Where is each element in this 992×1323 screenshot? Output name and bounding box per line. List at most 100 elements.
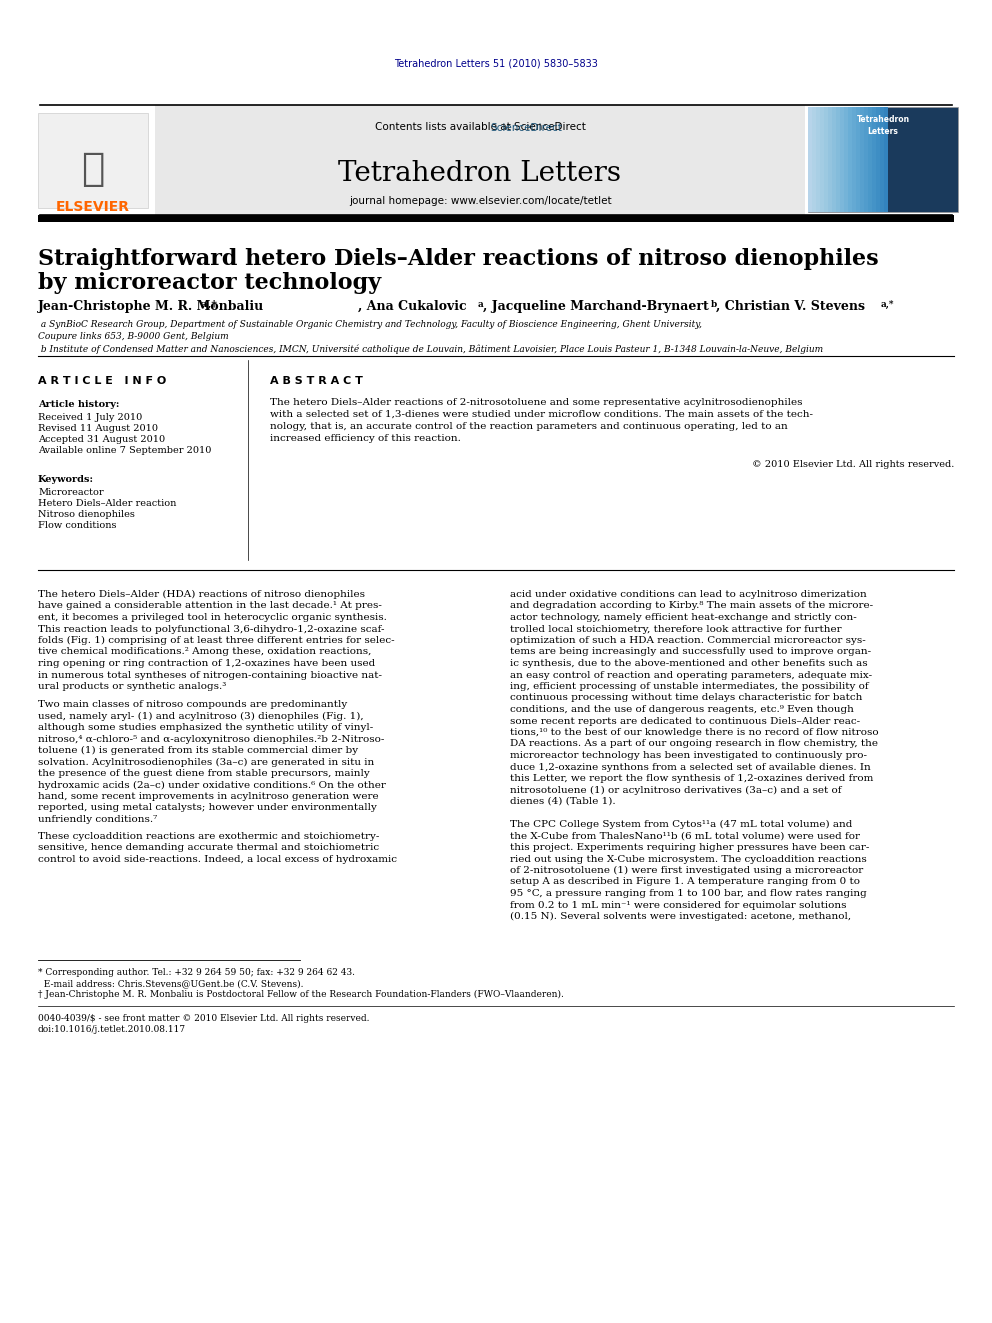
Bar (844, 107, 848, 212)
Text: A B S T R A C T: A B S T R A C T (270, 376, 363, 386)
Text: nitroso,⁴ α-chloro-⁵ and α-acyloxynitroso dienophiles.²b 2-Nitroso-: nitroso,⁴ α-chloro-⁵ and α-acyloxynitros… (38, 734, 384, 744)
Text: Nitroso dienophiles: Nitroso dienophiles (38, 509, 135, 519)
Text: control to avoid side-reactions. Indeed, a local excess of hydroxamic: control to avoid side-reactions. Indeed,… (38, 855, 397, 864)
Bar (808, 107, 958, 212)
Bar (38, 112, 148, 208)
Text: solvation. Acylnitrosodienophiles (3a–c) are generated in situ in: solvation. Acylnitrosodienophiles (3a–c)… (38, 758, 374, 766)
Text: unfriendly conditions.⁷: unfriendly conditions.⁷ (38, 815, 158, 824)
Text: The hetero Diels–Alder reactions of 2-nitrosotoluene and some representative acy: The hetero Diels–Alder reactions of 2-ni… (270, 398, 803, 407)
Text: journal homepage: www.elsevier.com/locate/tetlet: journal homepage: www.elsevier.com/locat… (348, 196, 611, 206)
Text: Flow conditions: Flow conditions (38, 521, 116, 531)
Bar (860, 107, 864, 212)
Text: 95 °C, a pressure ranging from 1 to 100 bar, and flow rates ranging: 95 °C, a pressure ranging from 1 to 100 … (510, 889, 867, 898)
Text: The hetero Diels–Alder (HDA) reactions of nitroso dienophiles: The hetero Diels–Alder (HDA) reactions o… (38, 590, 365, 599)
Bar (872, 107, 876, 212)
Text: this Letter, we report the flow synthesis of 1,2-oxazines derived from: this Letter, we report the flow synthesi… (510, 774, 873, 783)
Text: optimization of such a HDA reaction. Commercial microreactor sys-: optimization of such a HDA reaction. Com… (510, 636, 866, 646)
Text: , Jacqueline Marchand-Brynaert: , Jacqueline Marchand-Brynaert (483, 300, 708, 314)
Text: Two main classes of nitroso compounds are predominantly: Two main classes of nitroso compounds ar… (38, 700, 347, 709)
Text: microreactor technology has been investigated to continuously pro-: microreactor technology has been investi… (510, 751, 867, 759)
Text: although some studies emphasized the synthetic utility of vinyl-: although some studies emphasized the syn… (38, 722, 373, 732)
Text: These cycloaddition reactions are exothermic and stoichiometry-: These cycloaddition reactions are exothe… (38, 832, 379, 841)
Text: Hetero Diels–Alder reaction: Hetero Diels–Alder reaction (38, 499, 177, 508)
Text: , Christian V. Stevens: , Christian V. Stevens (716, 300, 865, 314)
Bar (836, 107, 840, 212)
Text: Keywords:: Keywords: (38, 475, 94, 484)
Text: a SynBioC Research Group, Department of Sustainable Organic Chemistry and Techno: a SynBioC Research Group, Department of … (38, 320, 702, 329)
Text: Contents lists available at ScienceDirect: Contents lists available at ScienceDirec… (375, 122, 585, 132)
Text: ic synthesis, due to the above-mentioned and other benefits such as: ic synthesis, due to the above-mentioned… (510, 659, 868, 668)
Text: conditions, and the use of dangerous reagents, etc.⁹ Even though: conditions, and the use of dangerous rea… (510, 705, 854, 714)
Bar (876, 107, 880, 212)
Text: actor technology, namely efficient heat-exchange and strictly con-: actor technology, namely efficient heat-… (510, 613, 857, 622)
Text: a,†: a,† (38, 300, 217, 310)
Text: of 2-nitrosotoluene (1) were first investigated using a microreactor: of 2-nitrosotoluene (1) were first inves… (510, 867, 863, 875)
Text: Coupure links 653, B-9000 Gent, Belgium: Coupure links 653, B-9000 Gent, Belgium (38, 332, 228, 341)
Text: ScienceDirect: ScienceDirect (490, 123, 561, 134)
Text: Article history:: Article history: (38, 400, 119, 409)
Text: ring opening or ring contraction of 1,2-oxazines have been used: ring opening or ring contraction of 1,2-… (38, 659, 375, 668)
Bar (852, 107, 856, 212)
Text: from 0.2 to 1 mL min⁻¹ were considered for equimolar solutions: from 0.2 to 1 mL min⁻¹ were considered f… (510, 901, 846, 909)
Text: Tetrahedron Letters: Tetrahedron Letters (338, 160, 622, 187)
Text: the presence of the guest diene from stable precursors, mainly: the presence of the guest diene from sta… (38, 769, 370, 778)
Text: 0040-4039/$ - see front matter © 2010 Elsevier Ltd. All rights reserved.: 0040-4039/$ - see front matter © 2010 El… (38, 1013, 369, 1023)
Text: A R T I C L E   I N F O: A R T I C L E I N F O (38, 376, 167, 386)
Text: The CPC College System from Cytos¹¹a (47 mL total volume) and: The CPC College System from Cytos¹¹a (47… (510, 820, 852, 830)
Text: tions,¹⁰ to the best of our knowledge there is no record of flow nitroso: tions,¹⁰ to the best of our knowledge th… (510, 728, 879, 737)
Text: hand, some recent improvements in acylnitroso generation were: hand, some recent improvements in acylni… (38, 792, 379, 800)
Text: ural products or synthetic analogs.³: ural products or synthetic analogs.³ (38, 681, 226, 691)
FancyBboxPatch shape (155, 105, 805, 216)
Text: setup A as described in Figure 1. A temperature ranging from 0 to: setup A as described in Figure 1. A temp… (510, 877, 860, 886)
Bar (832, 107, 836, 212)
Text: Received 1 July 2010: Received 1 July 2010 (38, 413, 142, 422)
Text: © 2010 Elsevier Ltd. All rights reserved.: © 2010 Elsevier Ltd. All rights reserved… (752, 460, 954, 468)
Text: and degradation according to Kirby.⁸ The main assets of the microre-: and degradation according to Kirby.⁸ The… (510, 602, 873, 610)
Bar (848, 107, 852, 212)
Bar (864, 107, 868, 212)
Text: Revised 11 August 2010: Revised 11 August 2010 (38, 423, 158, 433)
Text: continuous processing without time delays characteristic for batch: continuous processing without time delay… (510, 693, 862, 703)
Text: with a selected set of 1,3-dienes were studied under microflow conditions. The m: with a selected set of 1,3-dienes were s… (270, 410, 813, 419)
Bar (884, 107, 888, 212)
Bar (38, 216, 954, 222)
Text: Microreactor: Microreactor (38, 488, 103, 497)
Text: ELSEVIER: ELSEVIER (56, 200, 130, 214)
Text: sensitive, hence demanding accurate thermal and stoichiometric: sensitive, hence demanding accurate ther… (38, 844, 379, 852)
Bar (812, 107, 816, 212)
Text: Straightforward hetero Diels–Alder reactions of nitroso dienophiles: Straightforward hetero Diels–Alder react… (38, 247, 879, 270)
Text: increased efficiency of this reaction.: increased efficiency of this reaction. (270, 434, 461, 443)
Text: this project. Experiments requiring higher pressures have been car-: this project. Experiments requiring high… (510, 843, 869, 852)
Text: nology, that is, an accurate control of the reaction parameters and continuous o: nology, that is, an accurate control of … (270, 422, 788, 431)
Text: in numerous total syntheses of nitrogen-containing bioactive nat-: in numerous total syntheses of nitrogen-… (38, 671, 382, 680)
Text: doi:10.1016/j.tetlet.2010.08.117: doi:10.1016/j.tetlet.2010.08.117 (38, 1025, 186, 1035)
Bar (856, 107, 860, 212)
Text: acid under oxidative conditions can lead to acylnitroso dimerization: acid under oxidative conditions can lead… (510, 590, 867, 599)
Text: (0.15 N). Several solvents were investigated: acetone, methanol,: (0.15 N). Several solvents were investig… (510, 912, 851, 921)
Text: ent, it becomes a privileged tool in heterocyclic organic synthesis.: ent, it becomes a privileged tool in het… (38, 613, 387, 622)
Text: Accepted 31 August 2010: Accepted 31 August 2010 (38, 435, 165, 445)
Bar (840, 107, 844, 212)
Text: by microreactor technology: by microreactor technology (38, 273, 381, 294)
Bar (868, 107, 872, 212)
Text: ried out using the X-Cube microsystem. The cycloaddition reactions: ried out using the X-Cube microsystem. T… (510, 855, 867, 864)
Text: Available online 7 September 2010: Available online 7 September 2010 (38, 446, 211, 455)
Text: 🌳: 🌳 (81, 149, 105, 188)
Bar (828, 107, 832, 212)
Text: b: b (711, 300, 717, 310)
Text: E-mail address: Chris.Stevens@UGent.be (C.V. Stevens).: E-mail address: Chris.Stevens@UGent.be (… (38, 979, 304, 988)
Text: folds (Fig. 1) comprising of at least three different entries for selec-: folds (Fig. 1) comprising of at least th… (38, 636, 395, 646)
Text: some recent reports are dedicated to continuous Diels–Alder reac-: some recent reports are dedicated to con… (510, 717, 860, 725)
Text: , Ana Cukalovic: , Ana Cukalovic (358, 300, 466, 314)
Text: trolled local stoichiometry, therefore look attractive for further: trolled local stoichiometry, therefore l… (510, 624, 841, 634)
Text: b Institute of Condensed Matter and Nanosciences, IMCN, Université catholique de: b Institute of Condensed Matter and Nano… (38, 344, 823, 353)
Text: have gained a considerable attention in the last decade.¹ At pres-: have gained a considerable attention in … (38, 602, 382, 610)
Text: tive chemical modifications.² Among these, oxidation reactions,: tive chemical modifications.² Among thes… (38, 647, 371, 656)
Bar (820, 107, 824, 212)
Text: a,*: a,* (881, 300, 895, 310)
Bar (880, 107, 884, 212)
Text: nitrosotoluene (1) or acylnitroso derivatives (3a–c) and a set of: nitrosotoluene (1) or acylnitroso deriva… (510, 786, 841, 795)
Text: * Corresponding author. Tel.: +32 9 264 59 50; fax: +32 9 264 62 43.: * Corresponding author. Tel.: +32 9 264 … (38, 968, 355, 976)
Text: hydroxamic acids (2a–c) under oxidative conditions.⁶ On the other: hydroxamic acids (2a–c) under oxidative … (38, 781, 386, 790)
Text: an easy control of reaction and operating parameters, adequate mix-: an easy control of reaction and operatin… (510, 671, 872, 680)
